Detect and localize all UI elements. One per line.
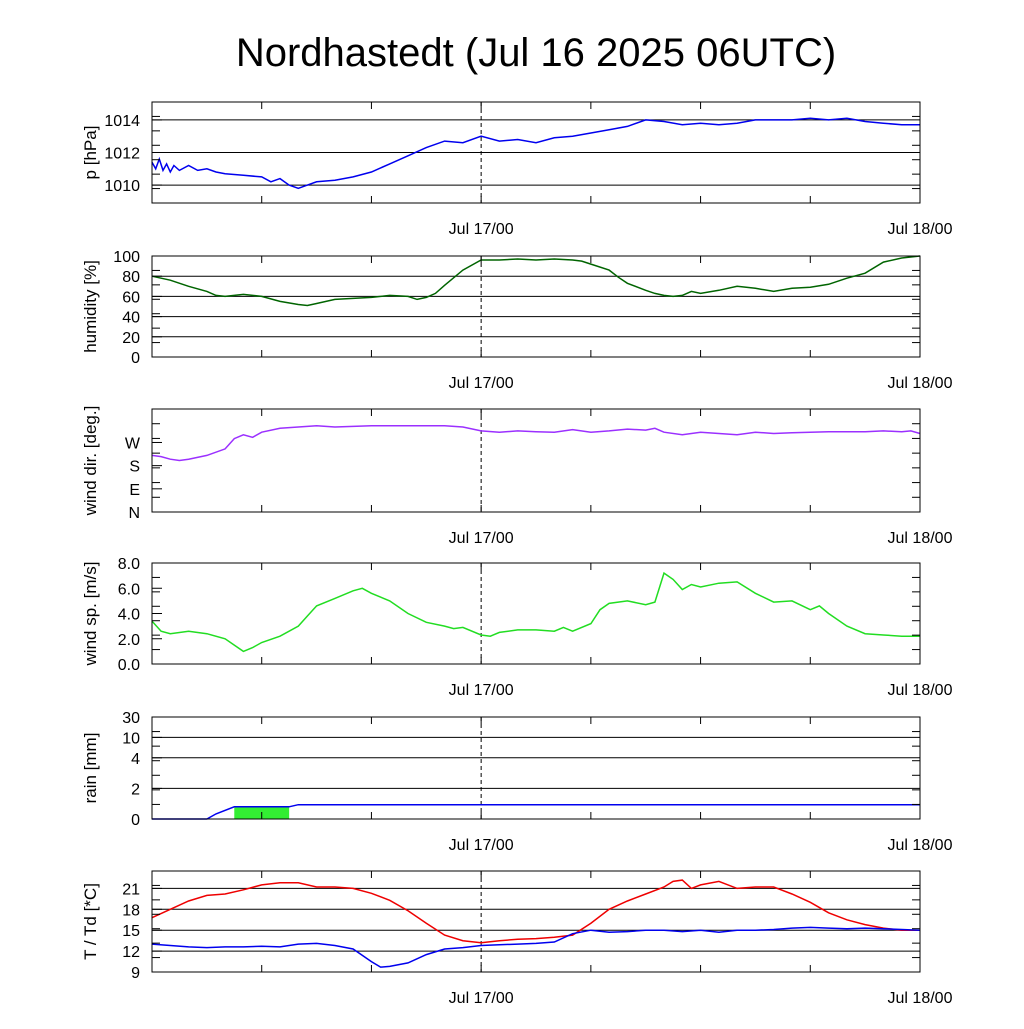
- y-tick-label: 20: [122, 330, 140, 347]
- y-tick-label: 60: [122, 289, 140, 306]
- x-tick-label: Jul 17/00: [449, 682, 514, 699]
- y-tick-label: 30: [122, 710, 140, 727]
- x-tick-label: Jul 17/00: [449, 990, 514, 1007]
- chart-title: Nordhastedt (Jul 16 2025 06UTC): [236, 31, 836, 75]
- y-tick-label: S: [129, 459, 140, 476]
- y-tick-label: 1010: [104, 178, 140, 195]
- panel-frame: [151, 562, 921, 665]
- x-tick-label: Jul 17/00: [449, 530, 514, 547]
- y-tick-label: 1014: [104, 113, 140, 130]
- series-line-wind-direction-0: [151, 424, 921, 462]
- panel-humidity: 0 20 40 60 80 100 Jul 17/00 Jul 18/00 humidity […: [81, 249, 953, 392]
- y-tick-label: 100: [113, 249, 140, 266]
- y-tick-label: 1012: [104, 146, 140, 163]
- x-tick-label: Jul 18/00: [888, 530, 953, 547]
- y-tick-label: 8.0: [118, 556, 140, 573]
- panel-frame: [151, 255, 921, 358]
- y-axis-label: p [hPa]: [81, 126, 100, 180]
- y-tick-label: 9: [131, 965, 140, 982]
- y-tick-label: 15: [122, 923, 140, 940]
- x-tick-label: Jul 18/00: [888, 837, 953, 854]
- y-tick-label: W: [125, 435, 141, 452]
- y-tick-label: 0.0: [118, 657, 140, 674]
- panel-temperature: 9 12 15 18 21 Jul 17/00 Jul 18/00 T / Td [*C]: [81, 870, 953, 1007]
- x-tick-label: Jul 17/00: [449, 375, 514, 392]
- x-tick-label: Jul 17/00: [449, 837, 514, 854]
- y-axis-label: T / Td [*C]: [81, 883, 100, 960]
- y-tick-label: 2: [131, 781, 140, 798]
- series-line-wind-speed-0: [151, 571, 920, 653]
- y-tick-label: 2.0: [118, 632, 140, 649]
- y-tick-label: 0: [131, 812, 140, 829]
- y-tick-label: 6.0: [118, 581, 140, 598]
- y-axis-label: humidity [%]: [81, 260, 100, 353]
- y-tick-label: 18: [122, 902, 140, 919]
- x-tick-label: Jul 18/00: [888, 375, 953, 392]
- x-tick-label: Jul 18/00: [888, 221, 953, 238]
- x-tick-label: Jul 17/00: [449, 221, 514, 238]
- y-axis-label: rain [mm]: [81, 733, 100, 804]
- panel-wind-speed: 0.0 2.0 4.0 6.0 8.0 Jul 17/00 Jul 18/00 wind sp…: [81, 556, 953, 699]
- y-tick-label: 4.0: [118, 607, 140, 624]
- x-tick-label: Jul 18/00: [888, 990, 953, 1007]
- panel-frame: [151, 716, 921, 820]
- y-tick-label: 4: [131, 751, 140, 768]
- series-line-pressure-0: [151, 117, 920, 190]
- y-tick-label: 10: [122, 730, 140, 747]
- panel-frame: [151, 870, 921, 973]
- y-tick-label: E: [129, 482, 140, 499]
- y-tick-label: N: [128, 505, 140, 522]
- y-axis-label: wind dir. [deg.]: [81, 406, 100, 517]
- y-tick-label: 40: [122, 310, 140, 327]
- panel-rain: 0 2 4 10 30 Jul 17/00 Jul 18/00 rain [mm]: [81, 710, 953, 854]
- panel-pressure: 1010 1012 1014 Jul 17/00 Jul 18/00 p [hPa]: [81, 101, 953, 238]
- y-tick-label: 21: [122, 881, 140, 898]
- series-line-temperature-0: [151, 879, 920, 944]
- y-tick-label: 0: [131, 350, 140, 367]
- y-axis-label: wind sp. [m/s]: [81, 562, 100, 667]
- y-tick-label: 80: [122, 269, 140, 286]
- series-line-temperature-1: [151, 926, 921, 968]
- y-tick-label: 12: [122, 944, 140, 961]
- x-tick-label: Jul 18/00: [888, 682, 953, 699]
- series-line-humidity-0: [151, 255, 921, 307]
- panel-frame: [151, 408, 921, 513]
